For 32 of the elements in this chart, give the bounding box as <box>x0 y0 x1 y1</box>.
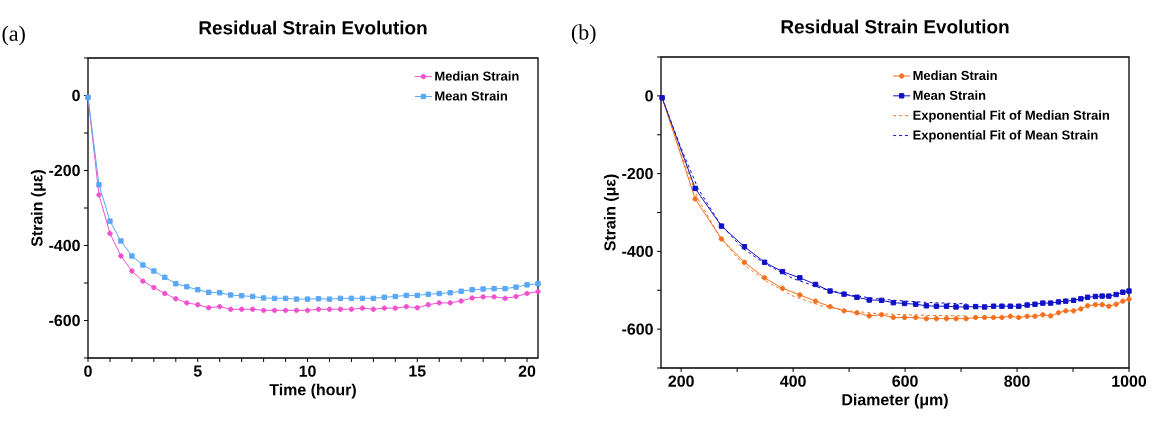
y-tick-label: -200 <box>622 167 653 180</box>
x-tick-label: 10 <box>299 365 316 377</box>
y-axis-title: Strain (με) <box>603 174 619 251</box>
x-tick-label: 400 <box>780 375 806 387</box>
x-tick-label: 600 <box>892 375 918 387</box>
legend-label: Median Strain <box>435 71 519 81</box>
x-tick-label: 20 <box>518 365 536 377</box>
y-tick-label: -400 <box>622 245 653 258</box>
legend-label: Mean Strain <box>435 91 507 101</box>
legend-label: Exponential Fit of Mean Strain <box>913 130 1098 143</box>
x-tick-label: 0 <box>84 365 92 377</box>
legend-label: Exponential Fit of Median Strain <box>913 110 1109 123</box>
x-tick-label: 1000 <box>1112 375 1147 387</box>
text: (b) <box>571 24 596 45</box>
y-axis-title: Strain (με) <box>30 170 46 247</box>
x-tick-label: 15 <box>409 365 426 377</box>
x-tick-label: 200 <box>668 375 694 387</box>
chart-title: Residual Strain Evolution <box>199 20 427 35</box>
x-tick-label: 5 <box>193 365 202 377</box>
legend-label: Median Strain <box>913 70 997 81</box>
y-tick-label: -600 <box>49 314 80 327</box>
x-axis-title: Diameter (μm) <box>842 393 948 409</box>
x-axis-title: Time (hour) <box>269 383 356 399</box>
y-tick-label: -200 <box>49 164 80 177</box>
chart-title: Residual Strain Evolution <box>781 19 1009 34</box>
text: (a) <box>2 25 25 46</box>
y-tick-label: -400 <box>49 239 80 252</box>
y-tick-label: 0 <box>645 90 653 102</box>
legend-label: Mean Strain <box>913 90 986 100</box>
y-tick-label: -600 <box>622 323 653 335</box>
y-tick-label: 0 <box>72 89 80 102</box>
x-tick-label: 800 <box>1004 375 1030 387</box>
